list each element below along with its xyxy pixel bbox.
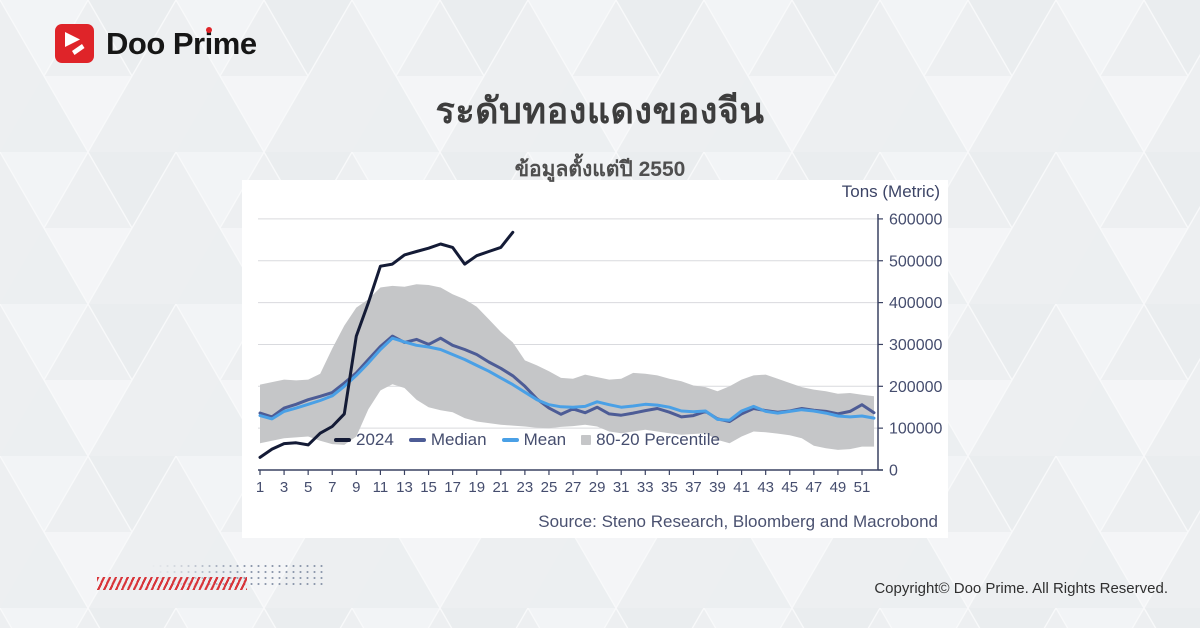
legend-swatch-median [408, 438, 426, 442]
legend-label: Mean [523, 430, 567, 449]
logo-text-i: i [204, 25, 214, 61]
svg-text:13: 13 [396, 479, 413, 496]
svg-text:49: 49 [830, 479, 847, 496]
y-axis-unit-label: Tons (Metric) [841, 182, 940, 201]
chart-legend: 2024 Median Mean 80-20 Percentile [334, 430, 720, 450]
legend-swatch-2024 [334, 438, 351, 442]
doo-prime-logo: Doo Prime [55, 24, 257, 63]
svg-text:11: 11 [373, 479, 389, 496]
page-subtitle: ข้อมูลตั้งแต่ปี 2550 [514, 158, 686, 181]
svg-text:200000: 200000 [889, 379, 942, 396]
svg-text:33: 33 [637, 479, 654, 496]
svg-text:23: 23 [517, 479, 534, 496]
doo-prime-logo-text: Doo Prime [106, 26, 257, 62]
svg-text:100000: 100000 [889, 421, 942, 438]
svg-text:39: 39 [709, 479, 726, 496]
svg-text:35: 35 [661, 479, 678, 496]
svg-text:43: 43 [757, 479, 774, 496]
svg-text:15: 15 [420, 479, 437, 496]
source-attribution: Source: Steno Research, Bloomberg and Ma… [538, 512, 938, 531]
svg-text:19: 19 [468, 479, 485, 496]
legend-label: Median [430, 430, 487, 449]
legend-label: 80-20 Percentile [596, 430, 720, 449]
svg-text:5: 5 [304, 479, 312, 496]
arrow-glyph-icon [65, 32, 85, 55]
svg-text:500000: 500000 [889, 253, 942, 270]
svg-text:47: 47 [805, 479, 822, 496]
svg-text:27: 27 [565, 479, 582, 496]
svg-text:300000: 300000 [889, 337, 942, 354]
svg-text:45: 45 [781, 479, 798, 496]
svg-text:41: 41 [733, 479, 750, 496]
logo-text-part: me [212, 25, 257, 61]
legend-swatch-mean [501, 438, 519, 442]
legend-item-percentile: 80-20 Percentile [581, 430, 720, 450]
page-title: ระดับทองแดงของจีน [435, 90, 765, 131]
svg-text:51: 51 [854, 479, 871, 496]
svg-text:17: 17 [444, 479, 461, 496]
svg-text:9: 9 [352, 479, 360, 496]
svg-text:7: 7 [328, 479, 336, 496]
legend-item-median: Median [408, 430, 487, 450]
legend-label: 2024 [356, 430, 394, 449]
svg-text:21: 21 [492, 479, 509, 496]
svg-text:1: 1 [256, 479, 264, 496]
svg-text:25: 25 [541, 479, 558, 496]
header: ระดับทองแดงของจีน ข้อมูลตั้งแต่ปี 2550 [0, 82, 1200, 186]
svg-text:0: 0 [889, 463, 898, 480]
red-hatch-decoration [97, 577, 247, 590]
logo-text-part: Doo Pr [106, 25, 205, 61]
svg-text:29: 29 [589, 479, 606, 496]
svg-text:37: 37 [685, 479, 702, 496]
svg-text:400000: 400000 [889, 295, 942, 312]
doo-prime-logo-icon [55, 24, 94, 63]
copper-level-chart: 1 3 5 7 9 11 13 15 17 19 21 23 25 27 29 31 33 35 37 39 41 43 4… [256, 211, 943, 496]
legend-item-mean: Mean [501, 430, 567, 450]
chart-card: 1 3 5 7 9 11 13 15 17 19 21 23 25 27 29 31 33 35 37 39 41 43 4… [242, 180, 948, 538]
legend-swatch-percentile [581, 435, 592, 445]
legend-item-2024: 2024 [334, 430, 394, 450]
svg-text:31: 31 [613, 479, 630, 496]
svg-text:600000: 600000 [889, 211, 942, 228]
copyright-text: Copyright© Doo Prime. All Rights Reserve… [874, 580, 1168, 597]
svg-text:3: 3 [280, 479, 288, 496]
